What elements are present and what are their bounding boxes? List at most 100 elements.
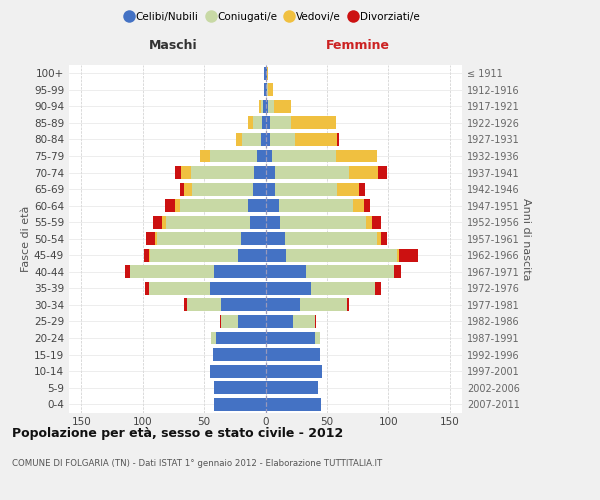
Bar [152, 216, 163, 228]
Bar [293, 315, 314, 328]
Bar [150, 249, 238, 262]
Bar [175, 166, 181, 179]
Bar [166, 216, 250, 228]
Bar [265, 381, 319, 394]
Bar [265, 84, 267, 96]
Bar [349, 166, 379, 179]
Bar [279, 199, 353, 212]
Bar [241, 232, 265, 245]
Bar [265, 315, 293, 328]
Bar [214, 381, 265, 394]
Bar [306, 266, 394, 278]
Bar [267, 67, 268, 80]
Bar [268, 100, 274, 113]
Bar [146, 232, 155, 245]
Bar [364, 199, 370, 212]
Bar [397, 249, 400, 262]
Bar [375, 282, 381, 295]
Bar [184, 182, 192, 196]
Bar [250, 216, 265, 228]
Bar [210, 282, 265, 295]
Bar [157, 232, 241, 245]
Text: Popolazione per età, sesso e stato civile - 2012: Popolazione per età, sesso e stato civil… [12, 428, 343, 440]
Bar [359, 182, 365, 196]
Bar [155, 232, 157, 245]
Bar [366, 216, 373, 228]
Bar [254, 166, 265, 179]
Bar [265, 216, 280, 228]
Bar [260, 100, 263, 113]
Bar [259, 100, 260, 113]
Bar [271, 133, 295, 146]
Bar [236, 133, 242, 146]
Text: Femmine: Femmine [326, 39, 389, 52]
Bar [265, 266, 306, 278]
Text: Maschi: Maschi [149, 39, 198, 52]
Bar [265, 133, 271, 146]
Bar [200, 150, 210, 162]
Bar [265, 232, 285, 245]
Bar [280, 216, 366, 228]
Bar [221, 315, 238, 328]
Bar [335, 150, 377, 162]
Bar [214, 266, 265, 278]
Bar [187, 298, 221, 312]
Bar [248, 116, 253, 130]
Bar [163, 216, 166, 228]
Bar [263, 100, 265, 113]
Bar [265, 364, 322, 378]
Bar [210, 150, 257, 162]
Bar [179, 199, 248, 212]
Bar [214, 398, 265, 410]
Bar [379, 166, 387, 179]
Bar [242, 133, 260, 146]
Bar [373, 216, 381, 228]
Bar [285, 232, 377, 245]
Bar [291, 116, 335, 130]
Bar [265, 166, 275, 179]
Bar [253, 182, 265, 196]
Bar [149, 249, 150, 262]
Bar [347, 298, 349, 312]
Bar [238, 249, 265, 262]
Bar [265, 348, 320, 361]
Bar [265, 199, 279, 212]
Bar [265, 67, 267, 80]
Bar [267, 84, 268, 96]
Bar [265, 100, 268, 113]
Bar [314, 315, 316, 328]
Bar [220, 315, 221, 328]
Bar [165, 199, 175, 212]
Bar [262, 116, 265, 130]
Bar [337, 133, 339, 146]
Bar [181, 166, 191, 179]
Y-axis label: Anni di nascita: Anni di nascita [521, 198, 531, 280]
Bar [184, 298, 187, 312]
Bar [271, 116, 291, 130]
Bar [265, 282, 311, 295]
Bar [265, 298, 300, 312]
Bar [192, 182, 253, 196]
Bar [265, 398, 321, 410]
Bar [248, 199, 265, 212]
Bar [238, 315, 265, 328]
Bar [210, 364, 265, 378]
Bar [265, 249, 286, 262]
Bar [257, 150, 265, 162]
Bar [394, 266, 401, 278]
Bar [217, 332, 265, 344]
Bar [179, 182, 184, 196]
Bar [211, 332, 217, 344]
Bar [272, 150, 335, 162]
Legend: Celibi/Nubili, Coniugati/e, Vedovi/e, Divorziati/e: Celibi/Nubili, Coniugati/e, Vedovi/e, Di… [122, 8, 424, 26]
Bar [149, 282, 210, 295]
Bar [314, 332, 320, 344]
Bar [191, 166, 254, 179]
Bar [300, 298, 347, 312]
Bar [264, 84, 265, 96]
Bar [268, 84, 273, 96]
Bar [145, 282, 149, 295]
Bar [275, 182, 337, 196]
Bar [353, 199, 364, 212]
Bar [265, 116, 271, 130]
